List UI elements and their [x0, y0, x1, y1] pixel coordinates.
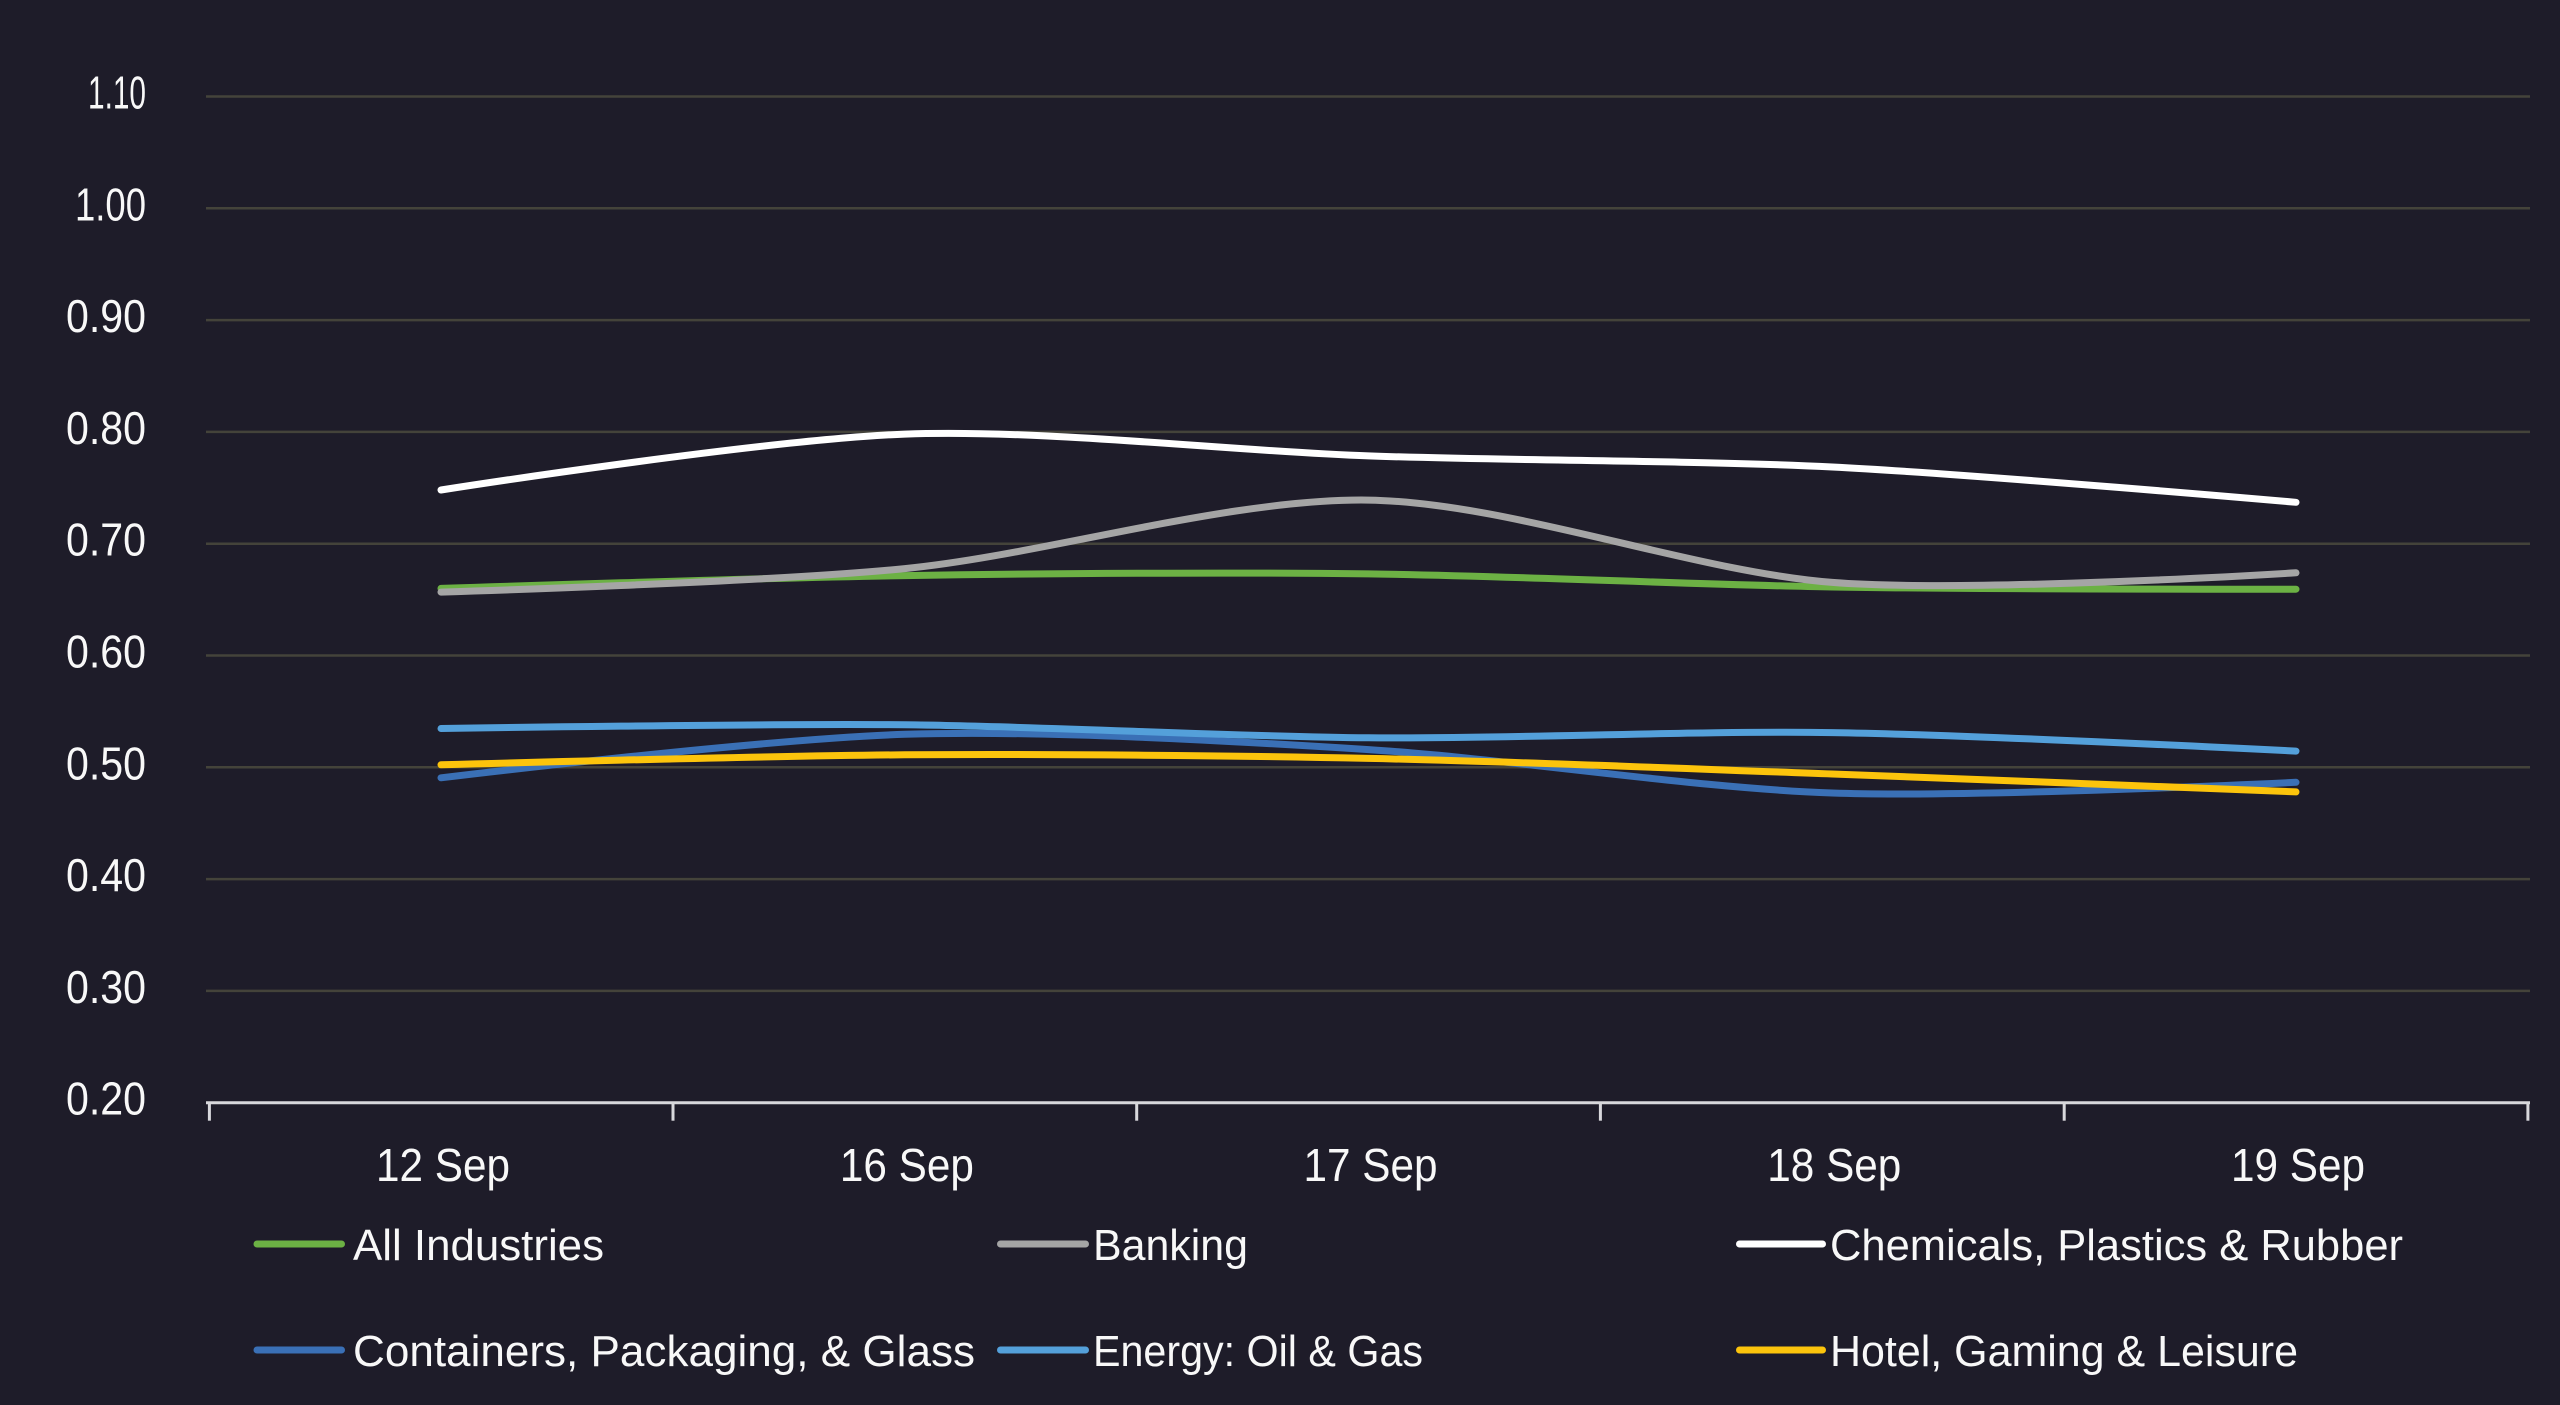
svg-text:0.80: 0.80: [66, 402, 146, 454]
svg-text:Hotel, Gaming & Leisure: Hotel, Gaming & Leisure: [1830, 1327, 2298, 1376]
svg-text:12 Sep: 12 Sep: [376, 1139, 510, 1191]
svg-text:0.60: 0.60: [66, 626, 146, 678]
svg-text:0.40: 0.40: [66, 849, 146, 901]
svg-text:Banking: Banking: [1093, 1221, 1248, 1270]
svg-text:0.50: 0.50: [66, 737, 146, 789]
svg-text:17 Sep: 17 Sep: [1304, 1139, 1438, 1191]
svg-text:1.10: 1.10: [88, 67, 146, 119]
svg-text:19 Sep: 19 Sep: [2231, 1139, 2365, 1191]
svg-text:16 Sep: 16 Sep: [840, 1139, 974, 1191]
svg-text:0.90: 0.90: [66, 290, 146, 342]
svg-text:18 Sep: 18 Sep: [1767, 1139, 1901, 1191]
svg-text:All Industries: All Industries: [353, 1221, 604, 1270]
svg-text:Energy: Oil & Gas: Energy: Oil & Gas: [1093, 1327, 1423, 1376]
svg-text:0.20: 0.20: [66, 1073, 146, 1125]
svg-text:1.00: 1.00: [75, 178, 146, 230]
svg-text:0.70: 0.70: [66, 514, 146, 566]
svg-text:0.30: 0.30: [66, 961, 146, 1013]
svg-text:Chemicals, Plastics & Rubber: Chemicals, Plastics & Rubber: [1830, 1221, 2403, 1270]
svg-text:Containers, Packaging, & Glass: Containers, Packaging, & Glass: [353, 1327, 975, 1376]
